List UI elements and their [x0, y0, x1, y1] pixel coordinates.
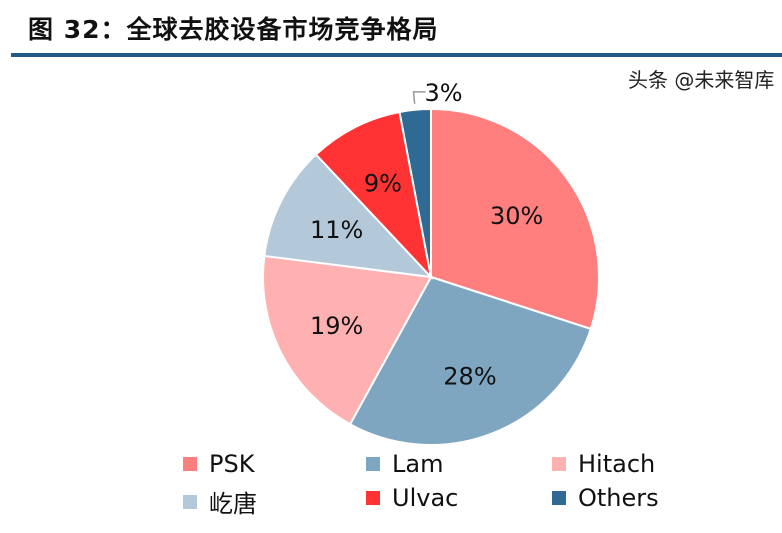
data-label-1: 28%: [443, 362, 496, 390]
data-label-4: 9%: [364, 170, 402, 198]
figure-title: 图 32：全球去胶设备市场竞争格局: [28, 15, 439, 44]
data-label-2: 19%: [310, 312, 363, 340]
data-label-5: 3%: [424, 79, 462, 107]
pie-slice-5: [398, 107, 432, 278]
data-label-3: 11%: [310, 216, 363, 244]
legend-item-1: Lam: [366, 450, 443, 478]
legend-label: Ulvac: [392, 484, 459, 512]
pie-slice-0: [430, 107, 600, 331]
pie-slice-4: [314, 110, 433, 281]
data-label-0: 30%: [490, 202, 543, 230]
legend-swatch: [552, 491, 566, 505]
legend-label: 屹唐: [209, 490, 257, 518]
pie-slice-3: [263, 153, 434, 279]
legend-swatch: [366, 491, 380, 505]
legend-swatch: [366, 457, 380, 471]
legend-label: Lam: [392, 450, 444, 478]
legend-item-0: PSK: [183, 450, 254, 478]
legend-label: Others: [578, 484, 659, 512]
legend-item-2: Hitach: [552, 450, 655, 478]
leader-line-5: [412, 91, 426, 104]
legend-swatch: [183, 457, 197, 471]
pie-slice-1: [348, 275, 593, 446]
legend-label: Hitach: [578, 450, 656, 478]
legend-swatch: [183, 494, 197, 509]
watermark: 头条 @未来智库: [628, 68, 775, 92]
legend-item-4: Ulvac: [366, 484, 458, 512]
title-divider: [11, 53, 782, 57]
legend-item-5: Others: [552, 484, 659, 512]
pie-slice-2: [262, 254, 433, 426]
legend-item-3: 屹唐: [183, 484, 257, 519]
legend-label: PSK: [209, 450, 255, 478]
legend-swatch: [552, 457, 566, 471]
